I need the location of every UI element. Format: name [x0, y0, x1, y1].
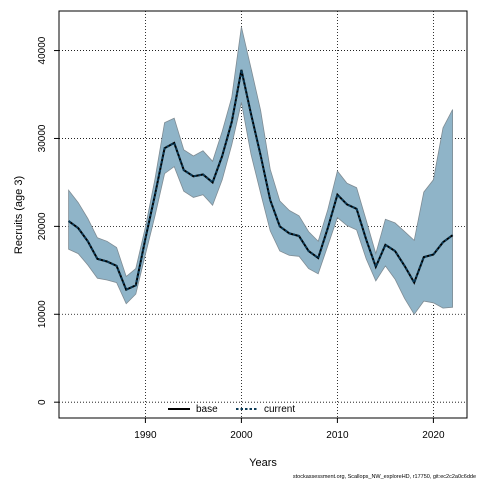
- y-tick-label: 0: [37, 399, 48, 405]
- legend-current-label: current: [264, 404, 295, 415]
- y-tick-label: 40000: [37, 36, 48, 64]
- x-tick-label: 2010: [326, 430, 349, 441]
- series-line-current: [68, 69, 454, 292]
- x-tick-label: 2000: [230, 430, 253, 441]
- grid: [59, 11, 467, 418]
- x-axis-title: Years: [249, 457, 277, 469]
- legend-base-label: base: [196, 404, 218, 415]
- legend: base current: [168, 404, 295, 415]
- band-layer: [68, 26, 453, 316]
- plot-frame: [58, 10, 468, 419]
- y-axis-title: Recruits (age 3): [13, 176, 25, 254]
- lines-layer: [68, 69, 454, 292]
- y-tick-label: 30000: [37, 124, 48, 152]
- y-tick-label: 10000: [37, 300, 48, 328]
- confidence-band: [68, 26, 453, 316]
- footer-note: stockassessment.org, Scallops_NW_explore…: [293, 474, 476, 480]
- x-tick-label: 1990: [134, 430, 157, 441]
- x-tick-label: 2020: [422, 430, 445, 441]
- y-axis: 0 10000 20000 30000 40000: [37, 36, 59, 405]
- y-tick-label: 20000: [37, 212, 48, 240]
- x-axis: 1990 2000 2010 2020: [134, 418, 445, 441]
